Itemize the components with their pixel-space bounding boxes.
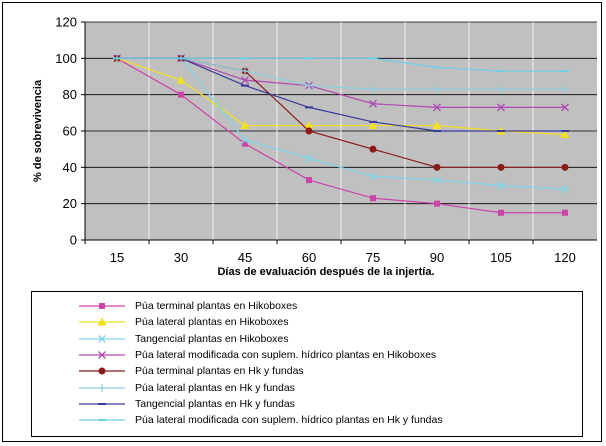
y-tick-label: 20 — [63, 196, 77, 211]
legend-label: Púa lateral modificada con suplem. hídri… — [135, 414, 443, 427]
data-point — [369, 85, 377, 94]
y-tick-label: 80 — [63, 87, 77, 102]
legend-key — [79, 350, 125, 359]
legend-item: Púa terminal plantas en Hk y fundas — [32, 363, 304, 379]
data-point — [241, 136, 249, 145]
legend-label: Púa lateral plantas en Hikoboxes — [135, 316, 289, 329]
data-point — [368, 121, 378, 130]
series-line — [116, 57, 566, 136]
data-point — [432, 121, 442, 130]
legend-key — [79, 317, 125, 326]
data-point — [369, 99, 377, 108]
y-tick-label: 100 — [55, 51, 77, 66]
y-tick-label: 40 — [63, 160, 77, 175]
legend-label: Tangencial plantas en Hk y fundas — [135, 397, 295, 410]
data-point — [497, 163, 505, 171]
data-point — [241, 76, 249, 85]
data-point — [433, 103, 441, 112]
data-point — [497, 85, 505, 94]
y-tick-label: 120 — [55, 15, 77, 30]
data-point — [304, 121, 314, 130]
series-line — [117, 57, 565, 90]
series-7 — [113, 57, 569, 132]
data-point — [561, 85, 569, 94]
data-point — [561, 103, 569, 112]
series-line — [117, 57, 566, 190]
data-point — [305, 154, 313, 163]
legend: Púa terminal plantas en Hikoboxes Púa lat… — [31, 291, 583, 437]
y-tick-label: 60 — [63, 124, 77, 139]
data-point — [240, 121, 250, 130]
data-point — [242, 140, 248, 147]
data-point — [306, 177, 312, 184]
legend-key-marker — [98, 383, 106, 392]
x-tick-label: 105 — [490, 250, 512, 265]
data-point — [561, 163, 569, 171]
legend-item: Púa lateral plantas en Hikoboxes — [32, 314, 289, 330]
legend-key-marker — [98, 367, 106, 375]
data-point — [562, 209, 568, 216]
data-point — [370, 195, 376, 202]
data-point — [433, 176, 441, 185]
x-tick-label: 90 — [430, 250, 444, 265]
legend-key — [79, 419, 125, 422]
legend-label: Púa terminal plantas en Hikoboxes — [135, 300, 298, 312]
series-8 — [113, 57, 569, 73]
series-1 — [114, 55, 568, 216]
x-tick-label: 75 — [366, 250, 380, 265]
legend-key-marker — [99, 303, 105, 309]
series-line — [117, 57, 565, 72]
legend-key — [79, 383, 125, 392]
data-point — [433, 85, 441, 94]
series-line — [117, 57, 565, 132]
data-point — [241, 67, 249, 76]
legend-label: Púa lateral modificada con suplem. hídri… — [135, 348, 437, 361]
legend-key — [79, 334, 125, 343]
x-tick-label: 60 — [302, 250, 316, 265]
legend-label: Púa lateral plantas en Hk y fundas — [135, 381, 295, 394]
legend-key-marker — [97, 317, 107, 326]
legend-key — [79, 402, 125, 405]
y-axis-title: % de sobrevivencia — [32, 79, 44, 182]
legend-key-marker — [98, 350, 106, 359]
x-tick-label: 15 — [110, 250, 124, 265]
line-chart: 0 20 40 60 80 100 120 15 30 45 60 75 90 105 120 % de s… — [32, 15, 597, 278]
legend-key-marker — [98, 334, 106, 343]
data-point — [178, 91, 184, 98]
series-layer — [112, 53, 570, 216]
chart-frame: 0 20 40 60 80 100 120 15 30 45 60 75 90 105 120 % de s… — [2, 2, 602, 442]
data-point — [497, 103, 505, 112]
legend-item: Púa lateral plantas en Hk y fundas — [32, 380, 295, 396]
series-line — [117, 57, 565, 108]
legend-item: Púa lateral modificada con suplem. hídri… — [32, 347, 436, 363]
data-point — [305, 81, 313, 90]
data-point — [369, 172, 377, 181]
legend-label: Púa terminal plantas en Hk y fundas — [135, 365, 304, 378]
legend-item: Tangencial plantas en Hikoboxes — [32, 331, 289, 347]
data-point — [434, 200, 440, 207]
data-point — [369, 145, 377, 153]
legend-item: Tangencial plantas en Hk y fundas — [32, 396, 295, 412]
legend-item: Púa lateral modificada con suplem. hídri… — [32, 412, 443, 428]
data-point — [497, 181, 505, 190]
legend-key — [79, 367, 125, 375]
legend-label: Tangencial plantas en Hikoboxes — [135, 332, 289, 345]
x-tick-label: 120 — [554, 250, 576, 265]
x-tick-label: 45 — [238, 250, 252, 265]
axes: 0 20 40 60 80 100 120 15 30 45 60 75 90 105 120 — [55, 15, 597, 265]
x-axis-title: Días de evaluación después de la injertí… — [217, 266, 434, 278]
legend-item: Púa terminal plantas en Hikoboxes — [32, 298, 297, 314]
data-point — [305, 127, 313, 135]
data-point — [561, 185, 569, 194]
x-tick-label: 30 — [174, 250, 188, 265]
y-tick-label: 0 — [70, 233, 77, 248]
data-point — [498, 209, 504, 216]
data-point — [560, 130, 570, 139]
data-point — [433, 163, 441, 171]
data-point — [176, 75, 186, 84]
legend-key — [79, 303, 125, 309]
series-line — [116, 57, 565, 214]
